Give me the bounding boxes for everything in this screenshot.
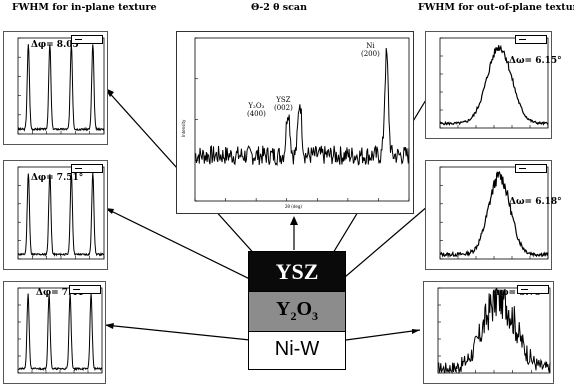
phi-fwhm-label-2: Δφ= 7.51° [31,173,84,183]
phi-scan-plot-1 [17,37,105,135]
omega-fwhm-label-2: Δω= 6.18° [509,197,562,207]
phi-scan-plot-3 [17,287,103,374]
theta-2theta-plot [194,37,410,202]
arrow-head-left-3 [105,323,114,329]
legend-box [71,35,103,44]
legend-box [515,164,547,173]
layer-ni-w: Ni-W [248,332,346,370]
layer-ysz: YSZ [248,251,346,292]
theta-y-axis-label: Intensity [181,119,186,137]
layer-ni-w-label: Ni-W [274,338,320,360]
legend-box [69,285,101,294]
omega-scan-plot-3 [437,287,551,375]
connector-left-2 [104,207,259,284]
phi-scan-panel-2: Δφ= 7.51° [3,160,108,270]
arrow-head-right-3 [412,329,420,334]
phi-fwhm-label-3: Δφ= 7.41° [36,288,89,298]
connector-left-3 [104,324,251,341]
omega-scan-panel-2: Δω= 6.18° [425,160,562,270]
arrow-head-center [290,216,298,225]
phi-scan-panel-3: Δφ= 7.41° [3,281,106,384]
layer-ysz-label: YSZ [275,259,319,284]
header-out-of-plane: FWHM for out-of-plane texture [418,2,574,13]
omega-scan-panel-1: Δω= 6.15° [425,31,562,139]
layer-y2o3-label: Y2O3 [275,298,318,323]
omega-scan-panel-3: Δω= 5.79° [423,281,554,384]
legend-box [517,285,549,294]
peak-label-y2o3: Y₂O₃ (400) [247,102,266,118]
phi-scan-panel-1: Δφ= 8.05° [3,31,108,145]
peak-label-ni: Ni (200) [361,42,380,58]
peak-label-ysz: YSZ (002) [274,96,293,112]
phi-fwhm-label-1: Δφ= 8.05° [31,40,84,50]
layer-y2o3: Y2O3 [248,292,346,332]
omega-scan-plot-2 [439,166,549,260]
header-theta-scan: Θ-2 θ scan [251,2,307,13]
phi-scan-plot-2 [17,166,105,260]
connector-right-3 [345,329,421,341]
omega-scan-plot-1 [439,37,549,129]
omega-fwhm-label-1: Δω= 6.15° [509,56,562,66]
header-in-plane: FWHM for in-plane texture [12,2,157,13]
theta-2theta-panel: Y₂O₃ (400) YSZ (002) Ni (200) 2θ (deg) Inte… [176,31,414,214]
theta-x-axis-label: 2θ (deg) [285,204,302,209]
connector-right-2 [337,199,436,284]
legend-box [515,35,547,44]
legend-box [71,164,103,173]
